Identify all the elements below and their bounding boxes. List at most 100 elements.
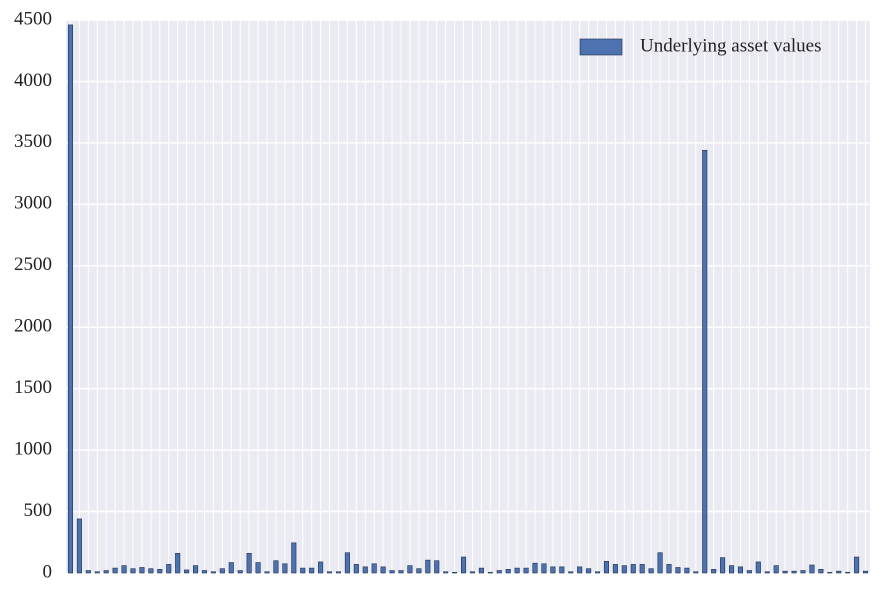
bar (443, 571, 449, 574)
bar (550, 566, 556, 574)
bar (505, 569, 511, 574)
bar (469, 571, 476, 574)
bar (67, 24, 73, 574)
bar (755, 561, 761, 574)
bar (630, 564, 636, 574)
bar (318, 561, 324, 574)
bar (362, 566, 368, 574)
y-tick-label: 3000 (14, 193, 52, 214)
bar (541, 563, 547, 574)
bar (460, 556, 467, 574)
bar (344, 552, 350, 574)
y-tick-label: 2500 (14, 254, 52, 275)
bar (166, 564, 172, 574)
bar (130, 568, 136, 574)
bar (782, 570, 788, 574)
bar (586, 568, 592, 574)
bar (201, 570, 208, 574)
y-tick-label: 0 (43, 561, 53, 582)
bar (121, 565, 127, 574)
bar (148, 568, 154, 574)
bar (728, 565, 735, 574)
bar (675, 567, 681, 574)
y-tick-label: 4500 (14, 8, 52, 29)
legend-swatch (579, 38, 623, 56)
y-tick-label: 2000 (14, 316, 52, 337)
bar (711, 569, 717, 574)
bar (836, 570, 842, 574)
bar (353, 564, 359, 574)
bar (532, 562, 538, 574)
bar (389, 570, 395, 574)
bar (94, 571, 100, 574)
bar (103, 570, 109, 574)
bar (523, 567, 529, 574)
legend-label: Underlying asset values (640, 35, 822, 56)
bar (496, 570, 502, 574)
bar (407, 565, 413, 574)
y-tick-label: 1000 (14, 438, 52, 459)
bar (76, 518, 82, 574)
bar (184, 569, 190, 574)
bar (193, 565, 199, 574)
bar (380, 566, 386, 574)
bar (791, 570, 797, 574)
bar (666, 564, 672, 574)
bar (326, 571, 333, 574)
bar (175, 553, 181, 574)
y-tick-label: 500 (24, 500, 53, 521)
plot-area (66, 20, 870, 573)
bar (720, 557, 726, 574)
y-tick-label: 1500 (14, 377, 52, 398)
bar (746, 570, 752, 574)
y-tick-label: 3500 (14, 131, 52, 152)
bar (800, 570, 806, 574)
bar (157, 569, 163, 574)
bar (594, 571, 601, 574)
bar (264, 571, 270, 574)
bar (577, 566, 583, 574)
bar (827, 572, 833, 574)
bar (219, 568, 225, 574)
bar (273, 560, 279, 574)
bar (818, 569, 824, 574)
bar (639, 564, 645, 574)
bar (255, 562, 261, 574)
bar (282, 563, 288, 574)
bar (210, 571, 216, 574)
y-tick-label: 4000 (14, 70, 52, 91)
bar (845, 572, 851, 574)
bar (416, 568, 422, 574)
bar (452, 572, 458, 574)
bar (773, 565, 779, 574)
bar (648, 568, 654, 574)
bar (854, 556, 860, 574)
bar (559, 566, 565, 574)
bar (228, 562, 234, 574)
bar (139, 567, 145, 574)
bar (335, 571, 342, 574)
bar (612, 564, 618, 574)
bar (237, 570, 243, 574)
bar (112, 567, 118, 574)
bar (398, 570, 404, 574)
bar (764, 571, 770, 574)
bar (684, 567, 690, 574)
bar (603, 561, 610, 574)
bar (568, 571, 574, 574)
bar (621, 565, 627, 574)
bar (657, 552, 663, 574)
bar (478, 567, 484, 574)
bar (737, 566, 744, 574)
bar (862, 570, 869, 574)
bar (514, 567, 520, 574)
bar (85, 570, 91, 574)
bar (425, 559, 431, 574)
bar (300, 567, 306, 574)
bar (371, 563, 377, 574)
bar (291, 542, 297, 574)
bar (246, 553, 252, 574)
bar (309, 567, 315, 574)
bar (434, 560, 440, 574)
